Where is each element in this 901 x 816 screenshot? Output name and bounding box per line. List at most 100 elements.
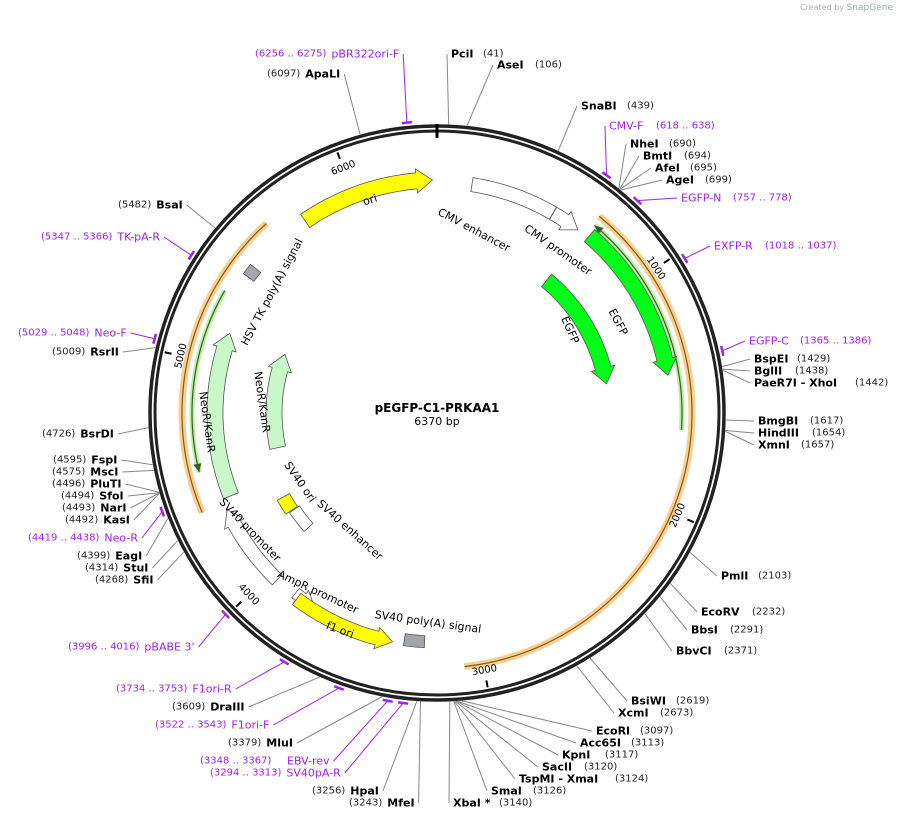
primer-cmv-f[interactable]: CMV-F (618 .. 638) [609, 120, 715, 133]
feature-label: HSV TK poly(A) signal [238, 236, 305, 347]
enzyme-site-sfoi[interactable]: SfoI (4494) [61, 490, 124, 503]
enzyme-site-mlui[interactable]: MluI (3379) [228, 737, 293, 750]
enzyme-site-hindiii[interactable]: HindIII (1654) [758, 427, 845, 440]
enzyme-site-ecori[interactable]: EcoRI (3097) [596, 725, 673, 738]
enzyme-site-kasi[interactable]: KasI (4492) [65, 514, 130, 527]
primer-ebv-rev[interactable]: EBV-rev (3348 .. 3367) [200, 755, 330, 768]
enzyme-site-afei[interactable]: AfeI (695) [655, 162, 717, 175]
primer-exfp-r[interactable]: EXFP-R (1018 .. 1037) [714, 240, 837, 253]
enzyme-site-hpai[interactable]: HpaI (3256) [312, 785, 379, 798]
primer-sv40pa-r[interactable]: SV40pA-R (3294 .. 3313) [210, 767, 341, 780]
enzyme-site-mfei[interactable]: MfeI (3243) [349, 797, 415, 810]
enzyme-name: StuI [123, 562, 148, 575]
snapgene-badge[interactable]: Created by SnapGene [800, 3, 893, 13]
primer-range: (1018 .. 1037) [765, 241, 837, 252]
enzyme-site-kpni[interactable]: KpnI (3117) [562, 749, 638, 762]
enzyme-site-smai[interactable]: SmaI (3126) [491, 785, 566, 798]
leader-line [725, 430, 755, 434]
primer-egfp-c[interactable]: EGFP-C (1365 .. 1386) [749, 335, 872, 348]
enzyme-site-bbvci[interactable]: BbvCI (2371) [676, 645, 757, 658]
tick-label: 6000 [330, 159, 358, 178]
leader-line [589, 657, 628, 702]
enzyme-site-rsrii[interactable]: RsrII (5009) [52, 346, 119, 359]
enzyme-site-pmli[interactable]: PmlI (2103) [721, 570, 791, 583]
feature-sv40-promoter[interactable] [224, 508, 283, 586]
cut-position: (41) [483, 49, 504, 60]
enzyme-site-bspei[interactable]: BspEI (1429) [754, 353, 830, 366]
feature-f1-ori[interactable] [291, 592, 394, 650]
primer-range: (5347 .. 5366) [41, 232, 113, 243]
enzyme-site-sacii[interactable]: SacII (3120) [542, 761, 617, 774]
primer-pbabe-3-[interactable]: pBABE 3' (3996 .. 4016) [68, 641, 195, 654]
feature-sv40-poly-a-signal[interactable] [403, 633, 426, 649]
primer-neo-r[interactable]: Neo-R (4419 .. 4438) [28, 532, 138, 545]
enzyme-site-bsrdi[interactable]: BsrDI (4726) [42, 428, 114, 441]
feature-cmv-promoter[interactable] [549, 206, 579, 231]
enzyme-site-bbsi[interactable]: BbsI (2291) [691, 624, 763, 637]
tick-mark [663, 258, 671, 264]
enzyme-site-draiii[interactable]: DraIII (3609) [172, 701, 245, 714]
enzyme-site-pluti[interactable]: PluTI (4496) [52, 478, 122, 491]
feature-hsv-tk-poly-a-signal[interactable] [242, 263, 262, 282]
primer-name: Neo-F [94, 327, 126, 340]
primer-mark [159, 506, 166, 517]
primer-name: Neo-R [104, 532, 138, 545]
feature-neor-kanr[interactable] [265, 353, 293, 450]
enzyme-name: BsiWI [631, 695, 666, 708]
feature-neor-kanr[interactable] [206, 332, 239, 500]
enzyme-site-xcmi[interactable]: XcmI (2673) [618, 707, 693, 720]
primer-tk-pa-r[interactable]: TK-pA-R(5347 .. 5366) [41, 231, 160, 244]
feature-sv40-ori[interactable] [276, 493, 298, 515]
enzyme-name: BmgBI [758, 415, 798, 428]
enzyme-site-msci[interactable]: MscI (4575) [52, 466, 118, 479]
leader-line [557, 105, 578, 151]
enzyme-site-bglii[interactable]: BglII (1438) [754, 365, 828, 378]
enzyme-site-tspmi-xmai[interactable]: TspMI - XmaI (3124) [519, 773, 648, 786]
enzyme-site-sfii[interactable]: SfiI (4268) [95, 574, 153, 587]
enzyme-site-stui[interactable]: StuI (4314) [85, 562, 148, 575]
cut-position: (4268) [95, 575, 128, 586]
leader-line [130, 492, 160, 509]
enzyme-site-nari[interactable]: NarI (4493) [62, 502, 126, 515]
feature-egfp[interactable] [540, 273, 616, 385]
primer-egfp-n[interactable]: EGFP-N (757 .. 778) [681, 192, 792, 205]
enzyme-site-xmni[interactable]: XmnI (1657) [758, 439, 834, 452]
feature-sv40-enhancer[interactable] [288, 505, 314, 532]
enzyme-site-bmti[interactable]: BmtI (694) [643, 150, 711, 163]
leader-line [130, 332, 155, 340]
enzyme-site-apali[interactable]: ApaLI (6097) [267, 68, 340, 81]
enzyme-name: PluTI [90, 478, 121, 491]
primer-range: (3522 .. 3543) [155, 720, 227, 731]
enzyme-site-eagi[interactable]: EagI (4399) [77, 550, 142, 563]
orf-arrow-icon [193, 463, 202, 473]
enzyme-site-fspi[interactable]: FspI (4595) [53, 454, 117, 467]
enzyme-site-ecorv[interactable]: EcoRV (2232) [701, 606, 785, 619]
primer-name: pBR322ori-F [331, 48, 399, 61]
tick-mark [686, 518, 695, 524]
cut-position: (3126) [533, 786, 566, 797]
cut-position: (2619) [676, 696, 709, 707]
primer-name: F1ori-F [231, 719, 269, 732]
enzyme-site-bsiwi[interactable]: BsiWI (2619) [631, 695, 709, 708]
cut-position: (1654) [812, 428, 845, 439]
enzyme-site-paer7i-xhoi[interactable]: PaeR7I - XhoI (1442) [754, 377, 888, 390]
enzyme-site-snabi[interactable]: SnaBI (439) [581, 100, 654, 113]
enzyme-site-pcii[interactable]: PciI (41) [451, 48, 504, 61]
enzyme-site-bsai[interactable]: BsaI (5482) [118, 199, 183, 212]
feature-cmv-enhancer[interactable] [470, 177, 557, 220]
enzyme-name: AfeI [655, 162, 680, 175]
primer-pbr322ori-f[interactable]: pBR322ori-F (6256 .. 6275) [255, 48, 399, 61]
enzyme-site-bmgbi[interactable]: BmgBI (1617) [758, 415, 843, 428]
enzyme-site-xbai-[interactable]: XbaI * (3140) [453, 797, 532, 810]
primer-f1ori-r[interactable]: F1ori-R (3734 .. 3753) [116, 683, 232, 696]
primer-f1ori-f[interactable]: F1ori-F (3522 .. 3543) [155, 719, 269, 732]
enzyme-site-nhei[interactable]: NheI (690) [630, 138, 696, 151]
primer-neo-f[interactable]: Neo-F (5029 .. 5048) [18, 327, 127, 340]
enzyme-site-asei[interactable]: AseI (106) [497, 59, 562, 72]
enzyme-name: FspI [91, 454, 117, 467]
leader-line [725, 430, 755, 446]
feature-ori[interactable] [300, 168, 434, 229]
enzyme-site-agei[interactable]: AgeI (699) [666, 174, 732, 187]
enzyme-site-acc65i[interactable]: Acc65I (3113) [580, 737, 664, 750]
feature-egfp[interactable] [583, 228, 678, 376]
